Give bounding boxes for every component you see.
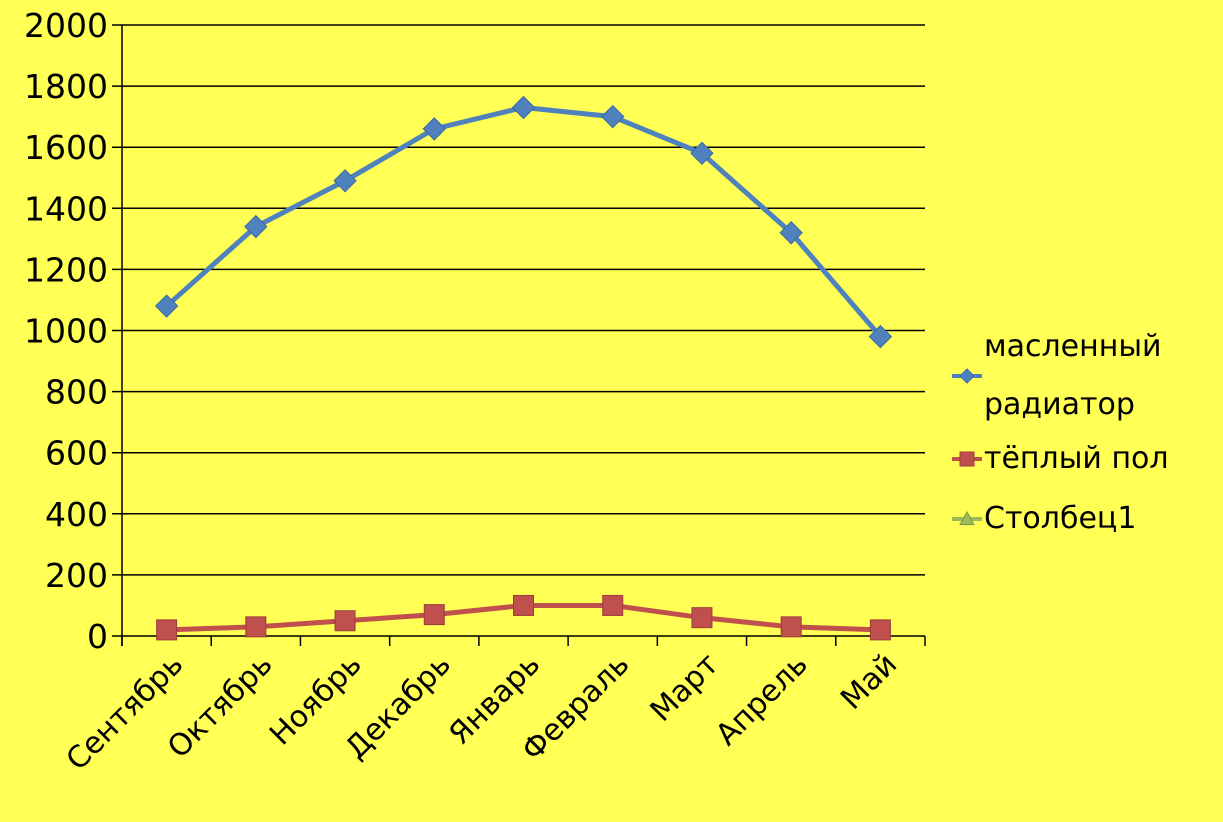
legend-label: тёплый пол	[984, 441, 1169, 476]
y-tick-label: 1200	[24, 250, 108, 289]
marker	[869, 619, 891, 641]
y-tick-label: 1000	[24, 312, 108, 351]
marker	[690, 141, 714, 166]
y-tick-label: 0	[87, 617, 108, 656]
legend-entry: Столбец1	[950, 490, 1219, 548]
y-tick-label: 2000	[24, 6, 108, 45]
legend-icon	[952, 451, 982, 467]
marker	[601, 104, 625, 129]
y-tick-label: 600	[45, 434, 108, 473]
y-tick-label: 200	[45, 556, 108, 595]
legend-label: масленный радиатор	[984, 329, 1162, 422]
x-tick-label: Март	[644, 647, 726, 729]
legend-entry: масленный радиатор	[950, 318, 1219, 434]
y-tick-label: 1600	[24, 128, 108, 167]
x-tick-label: Апрель	[709, 647, 815, 753]
marker	[154, 294, 179, 318]
marker	[513, 594, 534, 616]
marker	[780, 616, 802, 638]
marker	[156, 619, 178, 641]
x-tick-label: Май	[834, 647, 904, 717]
marker	[959, 510, 975, 526]
marker	[334, 610, 356, 632]
legend-entry: тёплый пол	[950, 430, 1219, 488]
y-tick-label: 1400	[24, 189, 108, 228]
legend-icon	[952, 368, 982, 384]
legend-label: Столбец1	[984, 501, 1137, 536]
x-tick-label: Сентябрь	[60, 647, 191, 778]
marker	[423, 604, 445, 626]
marker	[959, 451, 975, 467]
marker	[244, 214, 268, 239]
series-line	[164, 104, 883, 339]
marker	[868, 324, 893, 349]
marker	[691, 607, 713, 629]
marker	[422, 117, 446, 141]
marker	[511, 95, 536, 120]
marker	[245, 616, 267, 638]
y-tick-label: 1800	[24, 67, 108, 106]
legend-icon	[952, 510, 982, 526]
marker	[779, 221, 803, 245]
y-tick-label: 800	[45, 373, 108, 412]
marker	[602, 594, 624, 616]
marker	[959, 368, 975, 384]
marker	[333, 169, 357, 193]
y-tick-label: 400	[45, 495, 108, 534]
